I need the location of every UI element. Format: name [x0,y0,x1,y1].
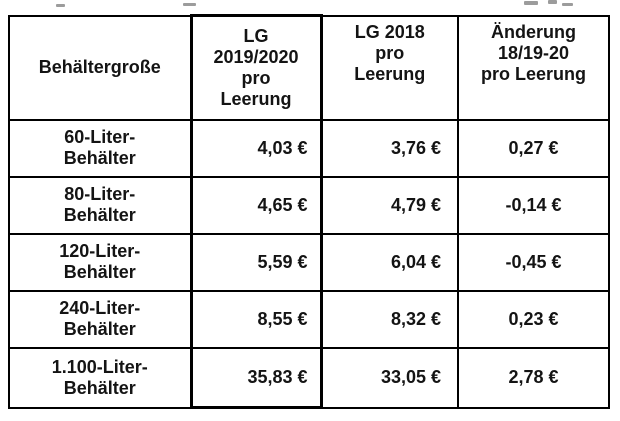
header-line: Behältergroße [38,57,161,77]
header-line: 18/19-20 [497,42,570,63]
header-line: pro Leerung [480,63,586,84]
cell-change: 2,78 € [457,346,610,409]
cell-lg-2019-2020: 8,55 € [189,289,323,349]
header-row: Behältergroße LG 2019/2020 pro Leerung L… [8,14,610,121]
cell-lg-2018: 6,04 € [320,232,459,292]
cell-change: -0,14 € [457,175,610,235]
cell-lg-2019-2020: 35,83 € [189,346,323,409]
table-row-80-liter: 80-Liter- Behälter 4,65 € 4,79 € -0,14 € [8,175,610,235]
header-aenderung: Änderung 18/19-20 pro Leerung [457,14,610,121]
header-line: pro [375,42,405,63]
table-row-240-liter: 240-Liter- Behälter 8,55 € 8,32 € 0,23 € [8,289,610,349]
size-line: 60-Liter- [64,127,136,147]
size-line: Behälter [63,205,136,225]
cell-lg-2018: 8,32 € [320,289,459,349]
size-line: 80-Liter- [64,184,136,204]
cell-size: 1.100-Liter- Behälter [8,346,192,409]
header-line: LG 2018 [354,21,425,42]
table-row-1100-liter: 1.100-Liter- Behälter 35,83 € 33,05 € 2,… [8,346,610,409]
cell-size: 80-Liter- Behälter [8,175,192,235]
size-line: Behälter [63,319,136,339]
size-line: 240-Liter- [59,298,141,318]
cell-lg-2018: 4,79 € [320,175,459,235]
cropped-text-artifact [56,4,65,7]
cell-change: 0,27 € [457,118,610,178]
header-lg-2019-2020: LG 2019/2020 pro Leerung [189,14,323,121]
header-line: LG [243,25,269,46]
cropped-text-artifact [183,3,196,6]
size-line: Behälter [63,262,136,282]
container-emptying-fee-table: Behältergroße LG 2019/2020 pro Leerung L… [8,14,610,409]
table-row-120-liter: 120-Liter- Behälter 5,59 € 6,04 € -0,45 … [8,232,610,292]
header-line: pro [241,67,271,88]
header-lg-2018: LG 2018 pro Leerung [320,14,459,121]
cell-lg-2018: 33,05 € [320,346,459,409]
header-line: Änderung [491,21,576,42]
cell-lg-2018: 3,76 € [320,118,459,178]
cell-size: 60-Liter- Behälter [8,118,192,178]
cell-lg-2019-2020: 5,59 € [189,232,323,292]
size-line: 120-Liter- [59,241,141,261]
cell-size: 120-Liter- Behälter [8,232,192,292]
cell-change: 0,23 € [457,289,610,349]
cell-lg-2019-2020: 4,65 € [189,175,323,235]
size-line: Behälter [63,148,136,168]
header-line: 2019/2020 [213,46,299,67]
cropped-text-artifact [562,3,573,6]
table-row-60-liter: 60-Liter- Behälter 4,03 € 3,76 € 0,27 € [8,118,610,178]
cropped-text-artifact [548,0,557,4]
size-line: 1.100-Liter- [51,356,148,377]
cropped-text-artifact [524,1,538,5]
size-line: Behälter [63,377,136,398]
header-behaeltergroesse: Behältergroße [8,14,192,121]
header-line: Leerung [220,88,292,109]
header-line: Leerung [354,63,426,84]
cell-lg-2019-2020: 4,03 € [189,118,323,178]
cell-change: -0,45 € [457,232,610,292]
cell-size: 240-Liter- Behälter [8,289,192,349]
